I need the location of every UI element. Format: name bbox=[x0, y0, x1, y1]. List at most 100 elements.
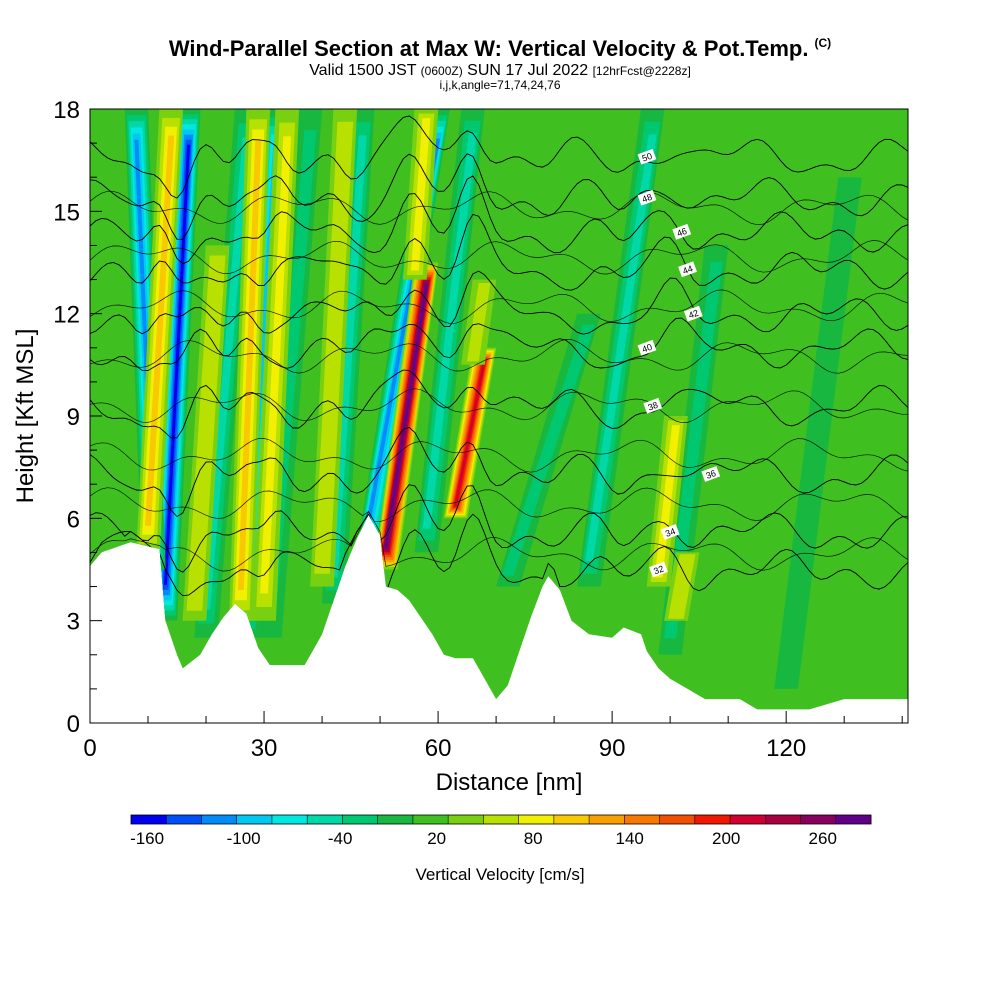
colorbar-label: Vertical Velocity [cm/s] bbox=[415, 865, 584, 884]
colorbar-swatch bbox=[589, 815, 625, 824]
y-tick-label: 18 bbox=[53, 97, 80, 124]
colorbar-tick-label: 200 bbox=[712, 829, 740, 848]
isentrope-label-text: 40 bbox=[641, 342, 654, 355]
isentrope-label: 32 bbox=[649, 561, 668, 578]
zulu-time: (0600Z) bbox=[420, 64, 463, 78]
colorbar-swatch bbox=[201, 815, 238, 824]
colorbar-swatch bbox=[131, 815, 167, 824]
velocity-field bbox=[90, 109, 908, 710]
colorbar-swatch bbox=[483, 815, 520, 824]
colorbar-swatch bbox=[518, 815, 555, 824]
plume-band bbox=[780, 197, 856, 669]
colorbar-swatch bbox=[236, 815, 273, 824]
isentrope-label-bg bbox=[660, 524, 680, 540]
isentrope-label-text: 42 bbox=[687, 308, 700, 321]
plume-band bbox=[654, 425, 680, 578]
isentrope-label-bg bbox=[672, 223, 692, 240]
plume-band bbox=[454, 359, 486, 507]
velocity-plume bbox=[495, 313, 601, 587]
velocity-plume bbox=[252, 109, 300, 621]
velocity-plume bbox=[443, 347, 497, 519]
velocity-plume bbox=[414, 109, 485, 553]
y-tick-label: 9 bbox=[67, 404, 80, 431]
velocity-plume bbox=[774, 177, 862, 689]
isentrope-label-bg bbox=[643, 397, 663, 414]
isentrope-label-bg bbox=[637, 189, 657, 206]
colorbar-swatch bbox=[553, 815, 590, 824]
isentrope-line bbox=[90, 289, 908, 324]
colorbar-tick-label: 140 bbox=[616, 829, 644, 848]
plume-band bbox=[501, 324, 595, 576]
plume-band bbox=[145, 135, 175, 526]
colorbar-tick-label: -40 bbox=[328, 829, 353, 848]
x-tick-label: 120 bbox=[766, 735, 806, 762]
isentropes: 32 34 36 38 40 42 44 46 48 50 bbox=[90, 115, 908, 597]
chart-title-text: Wind-Parallel Section at Max W: Vertical… bbox=[168, 36, 809, 61]
isentrope-line bbox=[90, 426, 908, 518]
isentrope-line bbox=[90, 270, 908, 335]
isentrope-label: 50 bbox=[637, 148, 657, 165]
plume-band bbox=[237, 139, 262, 590]
isentrope-line bbox=[90, 240, 908, 275]
colorbar-swatch bbox=[800, 815, 837, 824]
colorbar-swatch bbox=[412, 815, 449, 824]
colorbar-tick-label: -100 bbox=[227, 829, 261, 848]
isentrope-label-text: 38 bbox=[646, 400, 659, 413]
valid-date: SUN 17 Jul 2022 bbox=[467, 62, 589, 79]
colorbar-swatch bbox=[307, 815, 343, 824]
isentrope-label-text: 44 bbox=[681, 263, 694, 276]
colorbar-tick-label: 20 bbox=[427, 829, 446, 848]
colorbar-swatch bbox=[624, 815, 660, 824]
title-tag: (C) bbox=[814, 36, 832, 50]
colorbar-swatch bbox=[342, 815, 379, 824]
velocity-plume bbox=[374, 262, 439, 570]
isentrope-line bbox=[90, 175, 908, 265]
colorbar-swatch bbox=[835, 815, 872, 824]
isentrope-label: 48 bbox=[637, 189, 657, 206]
isentrope-label-text: 46 bbox=[675, 226, 688, 239]
isentrope-line bbox=[90, 487, 908, 522]
colorbar-tick-label: 80 bbox=[524, 829, 543, 848]
velocity-plume bbox=[153, 109, 201, 621]
isentrope-line bbox=[90, 317, 908, 372]
colorbar-swatch bbox=[659, 815, 696, 824]
y-tick-label: 12 bbox=[53, 302, 80, 329]
isentrope-line bbox=[90, 484, 908, 573]
isentrope-label: 40 bbox=[637, 339, 657, 356]
y-tick-label: 6 bbox=[67, 506, 80, 533]
colorbar-swatch bbox=[730, 815, 766, 824]
isentrope-label-text: 34 bbox=[664, 526, 677, 539]
isentrope-label-bg bbox=[683, 305, 703, 322]
isentrope-label-bg bbox=[637, 148, 657, 165]
y-tick-label: 3 bbox=[67, 609, 80, 636]
velocity-plume bbox=[403, 109, 439, 280]
colorbar-swatch bbox=[377, 815, 414, 824]
velocity-plume bbox=[577, 109, 665, 587]
x-tick-label: 90 bbox=[599, 735, 626, 762]
isentrope-label-bg bbox=[701, 466, 721, 482]
plume-band bbox=[190, 265, 222, 601]
plume-band bbox=[410, 118, 431, 271]
isentrope-label-text: 50 bbox=[641, 151, 654, 164]
isentrope-label: 42 bbox=[683, 305, 703, 322]
velocity-plume bbox=[461, 279, 497, 365]
isentrope-line bbox=[90, 513, 908, 597]
isentrope-label-text: 32 bbox=[652, 564, 665, 577]
x-tick-label: 0 bbox=[83, 735, 96, 762]
forecast-info: [12hrFcst@2228z] bbox=[592, 64, 691, 78]
isentrope-label-text: 48 bbox=[641, 192, 654, 205]
y-tick-label: 15 bbox=[53, 199, 80, 226]
isentrope-label: 38 bbox=[643, 397, 663, 414]
chart-title: Wind-Parallel Section at Max W: Vertical… bbox=[0, 36, 1000, 62]
plume-band bbox=[585, 134, 657, 562]
isentrope-label: 36 bbox=[701, 466, 721, 482]
plume-band bbox=[318, 134, 350, 562]
plume-band bbox=[467, 283, 491, 362]
colorbar-swatch bbox=[448, 815, 484, 824]
section-params: i,j,k,angle=71,74,24,76 bbox=[439, 78, 561, 92]
plume-band bbox=[163, 144, 191, 585]
isentrope-line bbox=[90, 115, 908, 199]
valid-time: Valid 1500 JST bbox=[309, 62, 417, 79]
colorbar-tick-label: -160 bbox=[130, 829, 164, 848]
